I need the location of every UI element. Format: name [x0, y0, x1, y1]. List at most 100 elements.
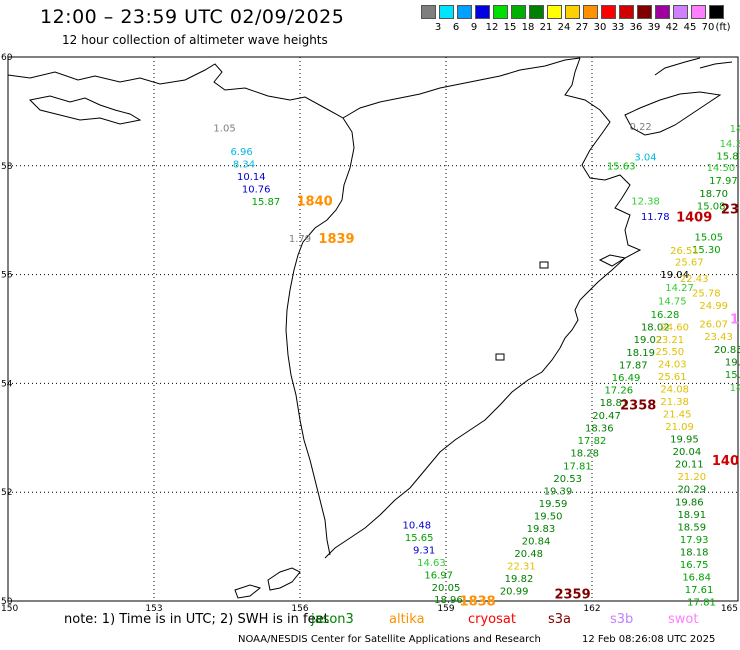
wave-height-value: 25.78 — [692, 288, 721, 299]
legend-label: 24 — [557, 22, 571, 33]
wave-height-value: 15.08 — [697, 201, 726, 212]
wave-height-value: 18.96 — [434, 595, 463, 606]
wave-height-value: 23.43 — [704, 332, 733, 343]
wave-height-value: 21.09 — [665, 422, 694, 433]
legend-label: 70 — [701, 22, 715, 33]
wave-height-value: 17.61 — [685, 585, 714, 596]
legend-label: 21 — [539, 22, 553, 33]
wave-height-value: 18.91 — [677, 510, 706, 521]
commander-island — [598, 254, 627, 267]
chart-subtitle: 12 hour collection of altimeter wave hei… — [62, 33, 328, 47]
wave-height-value: 16.28 — [651, 310, 680, 321]
longitude-label: 162 — [583, 604, 600, 614]
legend-label: 27 — [575, 22, 589, 33]
wave-height-value: 9.31 — [413, 546, 435, 557]
legend-swatch — [493, 5, 508, 19]
wave-height-value: 19.86 — [675, 497, 704, 508]
longitude-label: 159 — [437, 604, 454, 614]
wave-height-value: 20.48 — [514, 549, 543, 560]
legend-swatch — [421, 5, 436, 19]
wave-height-value: 24.99 — [699, 301, 728, 312]
wave-height-value: 17.97 — [709, 176, 738, 187]
latitude-label: 50 — [1, 597, 13, 607]
legend-swatch — [475, 5, 490, 19]
legend-swatch — [511, 5, 526, 19]
legend-swatch — [709, 5, 724, 19]
kamchatka-east-coast — [324, 57, 642, 559]
legend-swatch — [439, 5, 454, 19]
pass-time-label: 1838 — [460, 594, 496, 609]
pass-time-label: 23 — [721, 203, 739, 218]
northern-coast — [342, 57, 581, 119]
wave-height-value: 19.02 — [634, 335, 663, 346]
wave-height-value: 14.75 — [658, 297, 687, 308]
wave-height-value: 20.05 — [432, 583, 461, 594]
legend-label: 12 — [485, 22, 499, 33]
wave-height-value: 14 — [730, 124, 740, 135]
wave-height-value: 20.29 — [677, 485, 706, 496]
wave-height-value: 19.50 — [534, 511, 563, 522]
wave-height-value: 10.76 — [242, 184, 271, 195]
wave-height-value: 18.18 — [680, 547, 709, 558]
legend-label: 15 — [503, 22, 517, 33]
legend-swatch — [601, 5, 616, 19]
wave-height-value: 11.78 — [641, 212, 670, 223]
longitude-label: 153 — [145, 604, 162, 614]
pass-time-labels: 1840 1839 1409 23 2358 140 1838 2359 1 — [297, 195, 739, 610]
wave-height-value: 20.04 — [673, 447, 702, 458]
wave-height-value: 3.04 — [634, 152, 656, 163]
pass-time-label: 1409 — [676, 210, 712, 225]
legend-label: 45 — [683, 22, 697, 33]
small-island-1 — [539, 261, 549, 269]
wave-height-value: 16.84 — [682, 572, 711, 583]
wave-height-value: 12.38 — [631, 196, 660, 207]
map-frame — [7, 56, 739, 602]
legend-swatch — [547, 5, 562, 19]
legend-swatch — [673, 5, 688, 19]
wave-height-value: 10.48 — [402, 521, 431, 532]
satellite-cryosat: cryosat — [468, 612, 516, 627]
wave-height-value: 15.81 — [716, 151, 740, 162]
wave-height-value: 15.5 — [725, 370, 740, 381]
longitude-label: 165 — [721, 604, 738, 614]
wave-height-value: 1.79 — [289, 234, 311, 245]
chart-title: 12:00 – 23:59 UTC 02/09/2025 — [40, 6, 345, 28]
wave-height-value: 15.87 — [252, 197, 281, 208]
wave-height-value: 22.31 — [507, 561, 536, 572]
satellite-altika: altika — [389, 612, 425, 627]
wave-height-value: 20.85 — [714, 345, 740, 356]
satellite-swot: swot — [668, 612, 699, 627]
wave-height-value: 26.51 — [670, 246, 699, 257]
wave-height-value: 18.02 — [641, 323, 670, 334]
wave-height-value: 15.05 — [694, 232, 723, 243]
wave-height-value: 19.04 — [660, 270, 689, 281]
latitude-label: 52 — [1, 488, 12, 498]
legend-swatch — [619, 5, 634, 19]
wave-height-value: 14.27 — [665, 283, 694, 294]
wave-height-value: 21.45 — [663, 410, 692, 421]
wave-height-value: 8.34 — [233, 159, 255, 170]
legend-swatch — [691, 5, 706, 19]
northeast-coast — [654, 57, 733, 76]
wave-height-value: 24.03 — [658, 360, 687, 371]
pass-time-label: 140 — [712, 454, 739, 469]
wave-height-value: 14.50 — [707, 163, 736, 174]
legend-swatch — [529, 5, 544, 19]
wave-height-value: 20.11 — [675, 460, 704, 471]
wave-height-value: 20.47 — [592, 411, 621, 422]
legend-swatch — [583, 5, 598, 19]
wave-height-value: 25.61 — [658, 372, 687, 383]
kuril-island-2 — [234, 584, 262, 599]
pass-time-label: 1840 — [297, 195, 333, 210]
latitude-label: 58 — [1, 162, 13, 172]
wave-height-value: 19.95 — [670, 435, 699, 446]
legend-label: 18 — [521, 22, 535, 33]
wave-height-value: 15.30 — [692, 245, 721, 256]
legend-swatch — [655, 5, 670, 19]
wave-height-value: 14.3 — [720, 139, 740, 150]
wave-height-value: 19.82 — [505, 574, 534, 585]
wave-height-value: 17.87 — [619, 361, 648, 372]
pass-time-label: 2358 — [620, 399, 656, 414]
